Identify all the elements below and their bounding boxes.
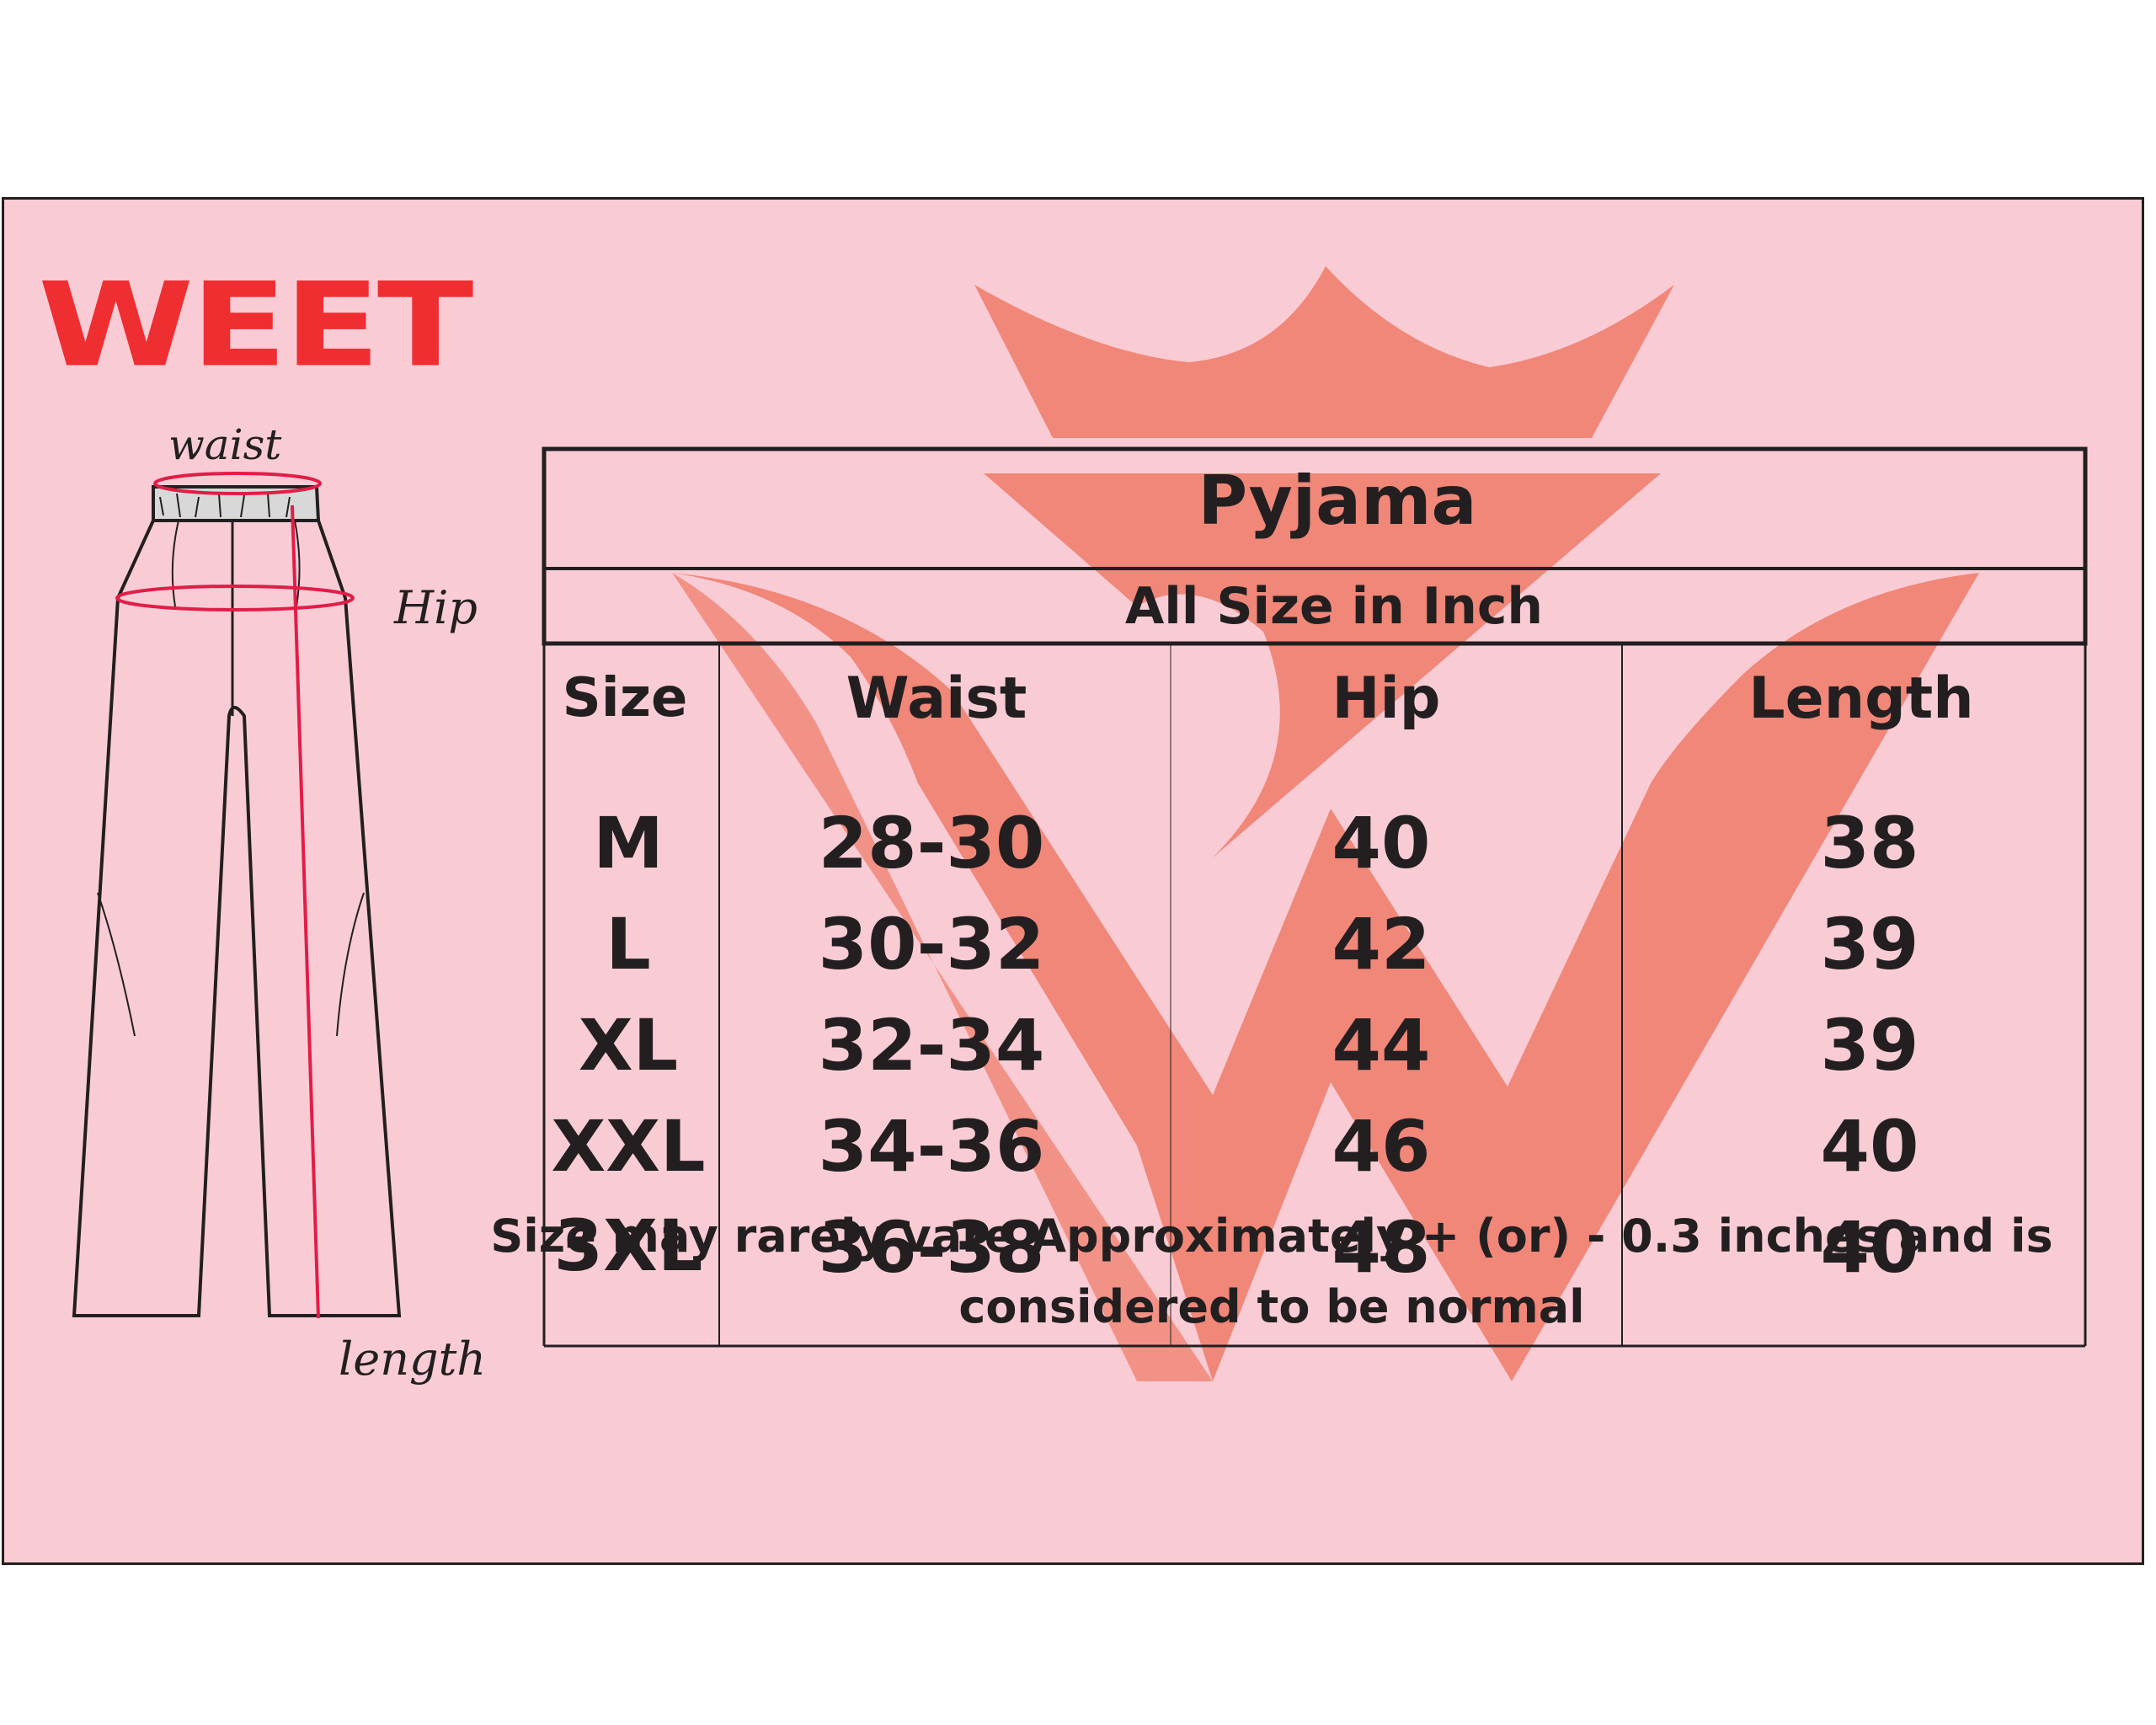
table-row: XXL 34-36 46 40: [551, 1105, 1919, 1188]
cell-length: 38: [1821, 802, 1919, 884]
table-subtitle: All Size in Inch: [1125, 577, 1543, 636]
cell-size: L: [606, 903, 651, 985]
size-tolerance-note: Size may rarely vare Approximately + (or…: [438, 1201, 2105, 1343]
cell-hip: 48: [1332, 1206, 1431, 1289]
length-label: length: [339, 1332, 486, 1386]
measure-lines: [115, 472, 355, 1319]
note-line-1: Size may rarely vare Approximately + (or…: [490, 1210, 2053, 1263]
note-line-2: considered to be normal: [958, 1280, 1585, 1333]
cell-length: 40: [1821, 1206, 1919, 1289]
brand-logo: WEET: [38, 257, 473, 393]
table-row: L 30-32 42 39: [606, 903, 1919, 985]
cell-waist: 32-34: [819, 1004, 1045, 1087]
cell-size: M: [593, 802, 664, 884]
header-length: Length: [1748, 665, 1973, 732]
pants-diagram: [72, 485, 402, 1317]
header-hip: Hip: [1332, 665, 1441, 732]
cell-waist: 28-30: [819, 802, 1045, 884]
waist-label: waist: [168, 420, 282, 469]
cell-waist: 30-32: [819, 903, 1045, 985]
table-row: 3XL 36-38 48 40: [554, 1204, 1919, 1289]
cell-waist: 36-38: [819, 1206, 1045, 1289]
table-row: XL 32-34 44 39: [579, 1004, 1919, 1087]
cell-size: XXL: [551, 1105, 705, 1188]
cell-hip: 46: [1332, 1105, 1431, 1188]
header-size: Size: [563, 667, 688, 729]
table-header-row: Size Waist Hip Length: [563, 665, 1974, 732]
header-waist: Waist: [846, 665, 1027, 732]
table-row: M 28-30 40 38: [593, 802, 1919, 884]
cell-size: XL: [579, 1004, 678, 1087]
hip-label: Hip: [393, 581, 478, 634]
cell-hip: 40: [1332, 802, 1431, 884]
cell-hip: 42: [1332, 903, 1431, 985]
cell-waist: 34-36: [819, 1105, 1045, 1188]
cell-length: 39: [1821, 903, 1919, 985]
table-title: Pyjama: [1198, 462, 1476, 540]
size-table-grid: [542, 446, 2088, 1348]
cell-length: 39: [1821, 1004, 1919, 1087]
cell-hip: 44: [1332, 1004, 1431, 1087]
cell-size: 3XL: [554, 1204, 703, 1287]
cell-length: 40: [1821, 1105, 1919, 1188]
